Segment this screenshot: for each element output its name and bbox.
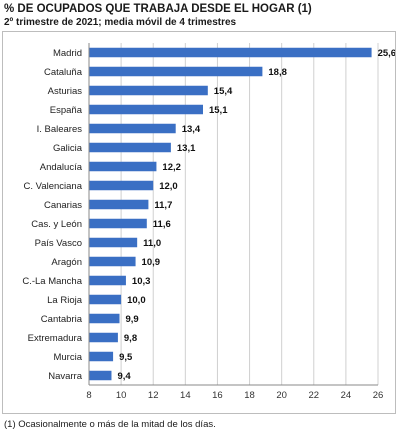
value-label: 10,9 — [142, 257, 161, 268]
value-label: 13,4 — [182, 124, 201, 135]
bar — [89, 237, 138, 248]
bar — [89, 351, 114, 362]
bar — [89, 104, 203, 115]
value-label: 9,9 — [126, 314, 139, 325]
bar — [89, 142, 171, 153]
value-label: 15,4 — [214, 86, 233, 97]
bar — [89, 275, 126, 286]
value-label: 10,0 — [127, 295, 146, 306]
value-label: 11,7 — [154, 200, 172, 211]
category-label: Canarias — [44, 200, 82, 211]
category-label: C.-La Mancha — [22, 276, 82, 287]
category-label: Andalucía — [40, 162, 83, 173]
chart-subtitle: 2º trimestre de 2021; media móvil de 4 t… — [4, 17, 237, 28]
x-tick-label: 10 — [116, 390, 127, 401]
value-label: 12,2 — [162, 162, 181, 173]
value-label: 12,0 — [159, 181, 178, 192]
value-label: 9,4 — [117, 371, 131, 382]
category-label: Cataluña — [44, 67, 83, 78]
x-tick-label: 24 — [341, 390, 352, 401]
bar — [89, 294, 122, 305]
bar — [89, 370, 112, 381]
category-label: La Rioja — [47, 295, 83, 306]
value-label: 18,8 — [268, 67, 287, 78]
x-tick-label: 14 — [180, 390, 191, 401]
category-label: I. Baleares — [37, 124, 83, 135]
category-label: C. Valenciana — [24, 181, 83, 192]
x-tick-label: 16 — [212, 390, 223, 401]
category-label: Madrid — [53, 48, 82, 59]
bar — [89, 66, 263, 77]
category-label: País Vasco — [35, 238, 82, 249]
x-tick-label: 22 — [308, 390, 319, 401]
bar — [89, 123, 176, 134]
bar — [89, 85, 208, 96]
category-label: España — [50, 105, 83, 116]
value-label: 10,3 — [132, 276, 151, 287]
bar — [89, 199, 149, 210]
category-label: Murcia — [53, 352, 82, 363]
x-tick-label: 20 — [276, 390, 287, 401]
value-label: 25,6 — [378, 48, 395, 59]
bar-chart: 8 10 12 14 16 18 20 22 24 26 Madrid 25,6 Cataluña 18,… — [22, 43, 395, 401]
bar — [89, 313, 120, 324]
value-label: 9,5 — [119, 352, 133, 363]
category-label: Galicia — [53, 143, 83, 154]
category-label: Asturias — [48, 86, 83, 97]
x-tick-label: 12 — [148, 390, 159, 401]
chart-title: % DE OCUPADOS QUE TRABAJA DESDE EL HOGAR… — [4, 3, 312, 15]
value-label: 9,8 — [124, 333, 137, 344]
value-label: 15,1 — [209, 105, 228, 116]
category-label: Cas. y León — [31, 219, 82, 230]
value-label: 13,1 — [177, 143, 196, 154]
bar — [89, 161, 157, 172]
value-label: 11,0 — [143, 238, 161, 249]
bar — [89, 180, 154, 191]
category-label: Extremadura — [28, 333, 83, 344]
x-tick-label: 26 — [373, 390, 384, 401]
bar — [89, 332, 118, 343]
value-label: 11,6 — [153, 219, 171, 230]
bar — [89, 47, 372, 58]
category-label: Cantabria — [41, 314, 83, 325]
category-label: Aragón — [51, 257, 82, 268]
bar — [89, 256, 136, 267]
category-label: Navarra — [48, 371, 83, 382]
footnote: (1) Ocasionalmente o más de la mitad de … — [4, 419, 216, 430]
chart-panel: 8 10 12 14 16 18 20 22 24 26 Madrid 25,6 Cataluña 18,… — [2, 31, 396, 414]
x-tick-label: 18 — [244, 390, 255, 401]
x-tick-label: 8 — [86, 390, 91, 401]
bar — [89, 218, 147, 229]
